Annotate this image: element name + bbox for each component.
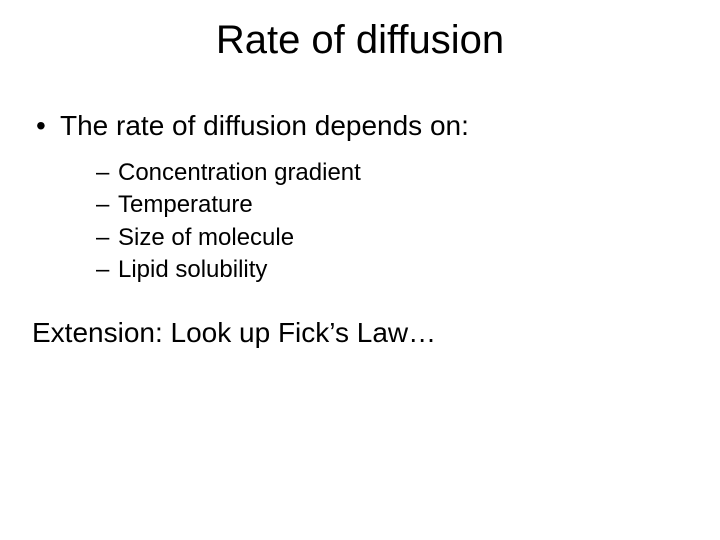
- slide: Rate of diffusion The rate of diffusion …: [0, 0, 720, 540]
- factor-item: Size of molecule: [96, 222, 688, 254]
- slide-title: Rate of diffusion: [0, 18, 720, 63]
- factor-item: Concentration gradient: [96, 157, 688, 189]
- factor-item: Lipid solubility: [96, 254, 688, 286]
- intro-bullet: The rate of diffusion depends on:: [32, 108, 688, 143]
- slide-body: The rate of diffusion depends on: Concen…: [32, 108, 688, 351]
- factor-item: Temperature: [96, 189, 688, 221]
- factors-list: Concentration gradient Temperature Size …: [32, 157, 688, 287]
- extension-text: Extension: Look up Fick’s Law…: [32, 315, 688, 351]
